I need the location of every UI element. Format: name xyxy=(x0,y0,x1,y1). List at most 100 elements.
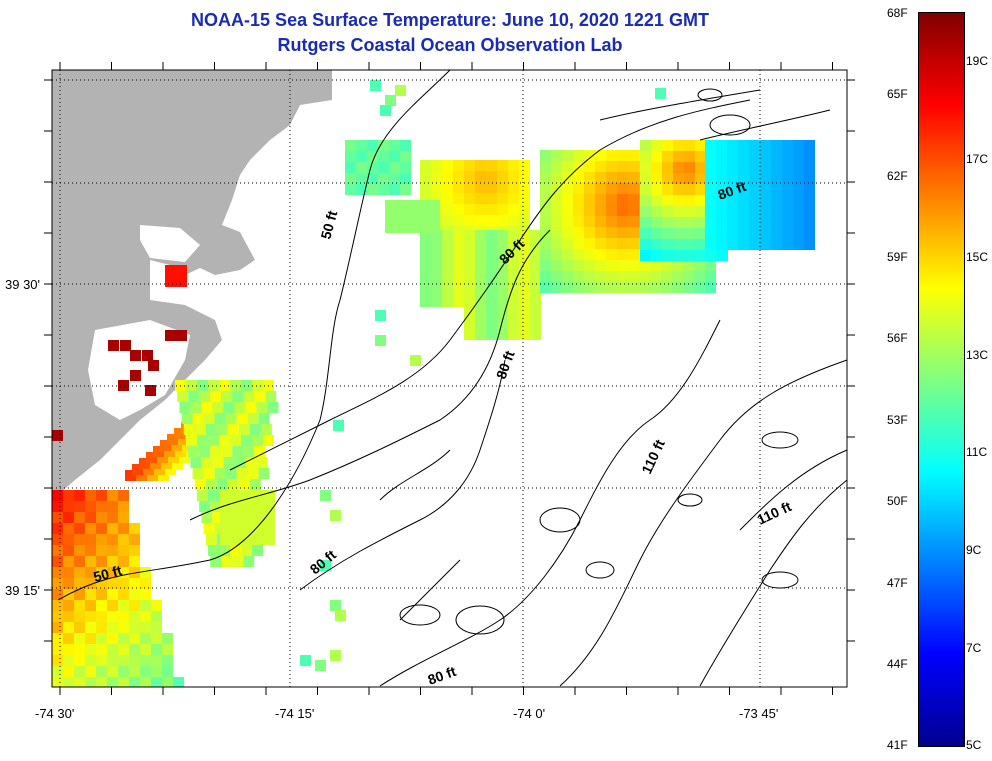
sst-pixel xyxy=(694,260,705,271)
depth-contour-loop xyxy=(761,571,799,589)
sst-pixel xyxy=(584,194,595,205)
sst-pixel xyxy=(464,274,475,285)
sst-pixel xyxy=(530,230,541,241)
sst-pixel xyxy=(241,380,252,391)
sst-pixel xyxy=(695,228,706,239)
sst-pixel xyxy=(231,534,242,545)
sst-pixel xyxy=(782,217,793,228)
sst-pixel xyxy=(132,464,143,475)
sst-pixel xyxy=(453,263,464,274)
sst-pixel xyxy=(771,228,782,239)
sst-pixel xyxy=(241,435,252,446)
sst-pixel xyxy=(453,182,464,193)
sst-pixel xyxy=(508,182,519,193)
sst-pixel xyxy=(85,666,96,677)
sst-pixel xyxy=(52,501,63,512)
depth-contour-loop xyxy=(761,431,799,449)
sst-pixel xyxy=(540,172,551,183)
sst-pixel xyxy=(475,193,486,204)
sst-pixel xyxy=(431,193,442,204)
sst-pixel xyxy=(716,217,727,228)
sst-pixel xyxy=(74,523,85,534)
sst-pixel xyxy=(107,589,118,600)
sst-pixel xyxy=(562,227,573,238)
sst-pixel xyxy=(129,567,140,578)
sst-pixel xyxy=(410,355,421,366)
sst-pixel xyxy=(804,217,815,228)
sst-pixel xyxy=(606,183,617,194)
sst-pixel xyxy=(464,318,475,329)
sst-pixel xyxy=(595,282,606,293)
sst-pixel xyxy=(253,523,264,534)
sst-pixel xyxy=(584,227,595,238)
sst-pixel xyxy=(640,184,651,195)
sst-pixel xyxy=(330,510,341,521)
colorbar-gradient xyxy=(919,13,964,746)
sst-pixel xyxy=(140,589,151,600)
sst-pixel xyxy=(673,217,684,228)
map-frame xyxy=(51,69,848,688)
sst-pixel xyxy=(617,238,628,249)
sst-pixel xyxy=(673,239,684,250)
sst-pixel xyxy=(431,263,442,274)
sst-pixel xyxy=(749,195,760,206)
sst-pixel xyxy=(107,545,118,556)
sst-pixel xyxy=(684,195,695,206)
sst-pixel xyxy=(220,534,231,545)
sst-pixel xyxy=(628,194,639,205)
sst-pixel xyxy=(749,162,760,173)
sst-pixel xyxy=(74,677,85,687)
sst-pixel xyxy=(219,435,230,446)
sst-pixel xyxy=(125,470,136,481)
sst-pixel xyxy=(420,274,431,285)
sst-pixel xyxy=(442,193,453,204)
sst-pixel xyxy=(96,545,107,556)
sst-pixel xyxy=(793,228,804,239)
depth-contour xyxy=(57,69,451,601)
sst-pixel xyxy=(760,239,771,250)
sst-pixel xyxy=(651,217,662,228)
sst-pixel xyxy=(234,402,246,413)
sst-pixel xyxy=(584,216,595,227)
sst-pixel xyxy=(584,249,595,260)
lon-label-74-15: -74 15' xyxy=(275,706,315,721)
sst-pixel xyxy=(705,239,716,250)
sst-pixel xyxy=(162,633,173,644)
sst-pixel xyxy=(174,428,185,439)
sst-pixel xyxy=(208,435,219,446)
sst-pixel xyxy=(118,600,129,611)
sst-pixel xyxy=(475,160,486,171)
sst-pixel xyxy=(197,435,208,446)
sst-pixel xyxy=(684,217,695,228)
sst-pixel xyxy=(52,512,63,523)
sst-pixel xyxy=(118,567,129,578)
depth-contour xyxy=(699,479,848,687)
sst-pixel xyxy=(640,217,651,228)
sst-pixel xyxy=(230,435,241,446)
sst-pixel xyxy=(118,534,129,545)
sst-pixel xyxy=(420,241,431,252)
sst-pixel xyxy=(85,600,96,611)
sst-pixel xyxy=(420,193,431,204)
sst-pixel xyxy=(584,183,595,194)
sst-pixel xyxy=(673,184,684,195)
sst-pixel xyxy=(140,622,151,633)
sst-pixel xyxy=(573,271,584,282)
sst-pixel xyxy=(219,545,230,556)
sst-pixel xyxy=(782,184,793,195)
sst-pixel xyxy=(562,150,573,161)
sst-pixel xyxy=(175,446,186,457)
contour-label: 50 ft xyxy=(317,209,340,241)
sst-pixel xyxy=(760,195,771,206)
sst-pixel xyxy=(695,250,706,261)
sst-pixel xyxy=(130,370,141,381)
sst-pixel xyxy=(562,249,573,260)
sst-pixel xyxy=(407,200,418,211)
title-line-2: Rutgers Coastal Ocean Observation Lab xyxy=(277,35,623,55)
sst-pixel xyxy=(188,446,200,457)
sst-pixel xyxy=(420,285,431,296)
sst-pixel xyxy=(378,162,389,173)
sst-pixel xyxy=(375,335,386,346)
sst-pixel xyxy=(497,215,508,226)
sst-pixel xyxy=(540,260,551,271)
